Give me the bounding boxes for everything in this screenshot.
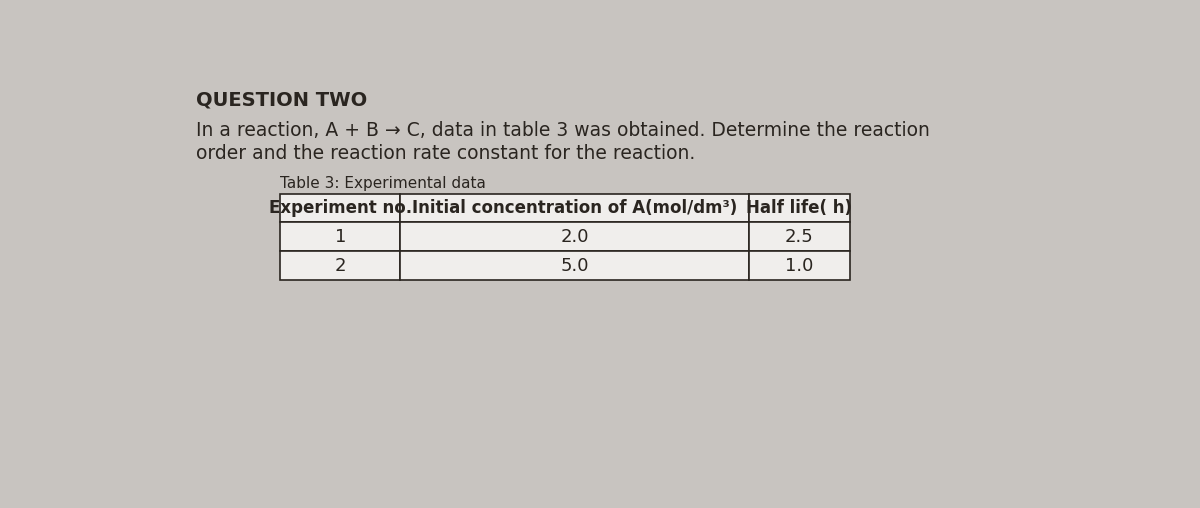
Text: QUESTION TWO: QUESTION TWO [197,90,367,109]
Bar [401,251,749,280]
Bar [281,251,401,280]
Text: 1: 1 [335,228,346,245]
Text: In a reaction, A + B → C, data in table 3 was obtained. Determine the reaction: In a reaction, A + B → C, data in table … [197,121,930,140]
Text: Half life( h): Half life( h) [746,199,852,217]
Bar [749,194,850,222]
Bar [281,194,401,222]
Bar [401,194,749,222]
Text: Initial concentration of A(mol/dm³): Initial concentration of A(mol/dm³) [412,199,737,217]
Bar [749,222,850,251]
Text: 2.5: 2.5 [785,228,814,245]
Text: 5.0: 5.0 [560,257,589,275]
Bar [401,222,749,251]
Bar [749,251,850,280]
Text: order and the reaction rate constant for the reaction.: order and the reaction rate constant for… [197,144,696,163]
Text: Experiment no.: Experiment no. [269,199,412,217]
Text: 2: 2 [335,257,346,275]
Text: 2.0: 2.0 [560,228,589,245]
Text: Table 3: Experimental data: Table 3: Experimental data [281,176,486,192]
Text: 1.0: 1.0 [785,257,814,275]
Bar [281,222,401,251]
